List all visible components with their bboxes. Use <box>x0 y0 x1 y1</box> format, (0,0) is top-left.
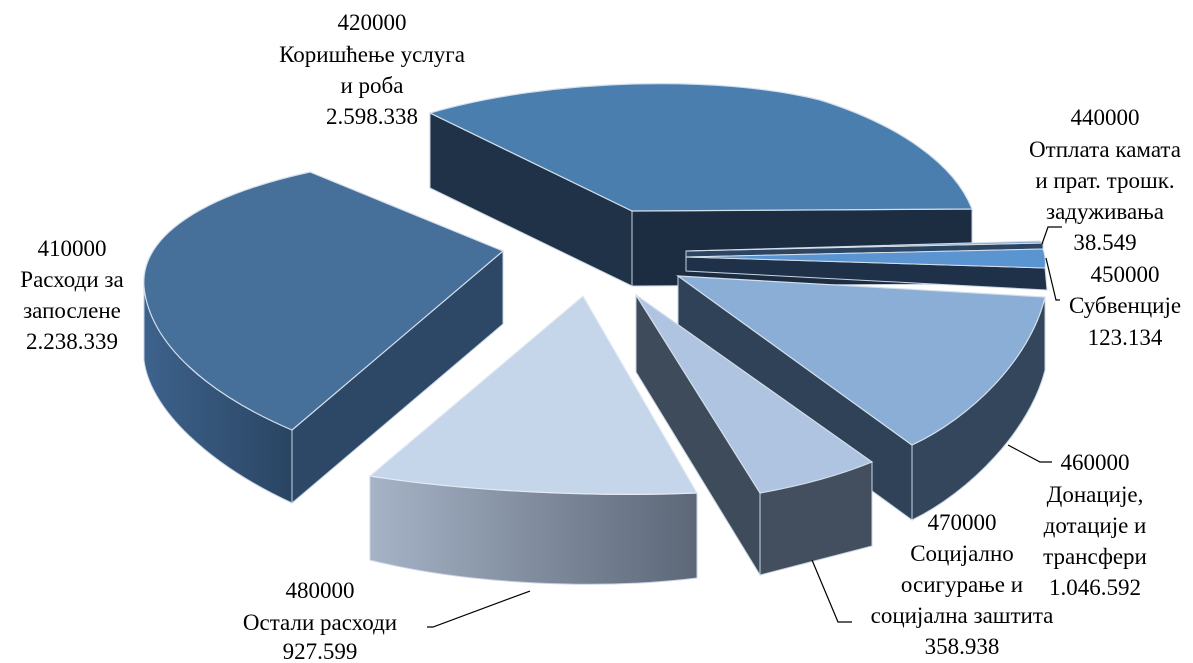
label-420000-value: 2.598.338 <box>326 104 418 129</box>
label-410000-name-line2: запослене <box>23 298 121 323</box>
leader-line-460000 <box>1007 444 1052 463</box>
label-480000-code: 480000 <box>286 578 355 603</box>
label-480000-name: Остали расходи <box>243 610 397 635</box>
label-410000-code: 410000 <box>38 236 107 261</box>
leader-line-440000 <box>1041 226 1062 245</box>
slice-420000-top <box>428 83 973 212</box>
slice-420000 <box>428 83 973 287</box>
label-410000-name-line1: Расходи за <box>20 267 123 292</box>
slice-450000-top <box>685 248 1046 269</box>
slice-470000-top <box>635 294 874 494</box>
slice-440000 <box>685 240 1045 258</box>
label-440000-code: 440000 <box>1071 105 1140 130</box>
label-420000-name-line1: Коришћење услуга <box>279 42 465 67</box>
label-440000-name-line2: и прат. трошк. <box>1035 168 1174 193</box>
label-420000-code: 420000 <box>338 10 407 35</box>
label-410000-value: 2.238.339 <box>26 329 118 354</box>
label-460000-name-line1: Донације, <box>1047 482 1144 507</box>
label-440000-name-line1: Отплата камата <box>1029 137 1181 162</box>
label-470000-code: 470000 <box>928 510 997 535</box>
leader-line-470000 <box>811 559 852 623</box>
label-460000-value: 1.046.592 <box>1049 575 1141 600</box>
slice-410000-top <box>143 171 505 431</box>
slice-480000 <box>368 295 699 585</box>
slice-410000 <box>143 171 505 505</box>
label-440000-name-line3: задуживања <box>1046 199 1164 224</box>
label-440000-value: 38.549 <box>1073 230 1136 255</box>
label-480000-value: 927.599 <box>283 639 358 663</box>
label-460000-name-line2: дотације и <box>1044 513 1147 538</box>
leader-line-450000 <box>1045 257 1060 301</box>
leader-line-480000 <box>427 590 531 628</box>
slice-440000-top <box>685 240 1045 252</box>
label-420000-name-line2: и роба <box>341 73 404 98</box>
label-460000-name-line3: трансфери <box>1043 544 1147 569</box>
label-470000-value: 358.938 <box>925 634 1000 659</box>
label-450000-value: 123.134 <box>1088 325 1163 350</box>
label-450000-name: Субвенције <box>1069 293 1181 318</box>
slice-480000-top <box>368 295 699 495</box>
label-470000-name-line3: социјална заштита <box>871 603 1054 628</box>
label-470000-name-line2: осигурање и <box>901 572 1023 597</box>
slice-460000-top <box>675 275 1046 446</box>
label-470000-name-line1: Социјално <box>910 541 1014 566</box>
label-460000-code: 460000 <box>1061 450 1130 475</box>
slice-470000 <box>635 293 874 577</box>
label-450000-code: 450000 <box>1091 262 1160 287</box>
slice-450000 <box>685 248 1048 291</box>
